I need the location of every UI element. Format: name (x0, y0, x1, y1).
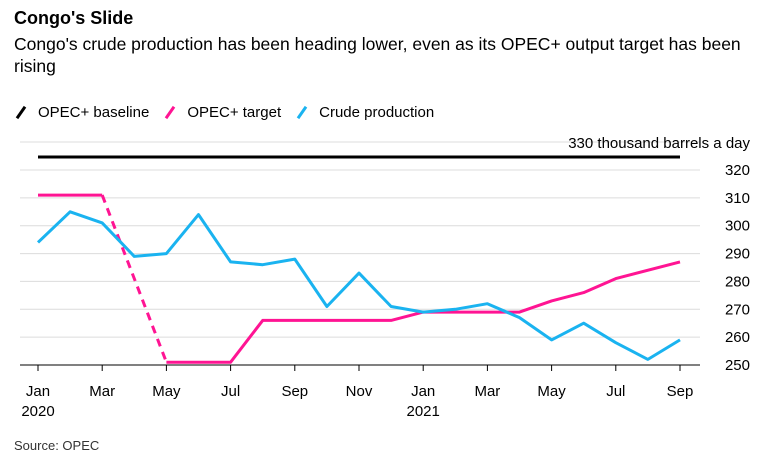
y-tick-label: 260 (725, 329, 750, 346)
legend-item-baseline: OPEC+ baseline (14, 104, 149, 121)
y-tick-label: 290 (725, 246, 750, 263)
target-series-line (166, 260, 681, 364)
y-tick-label: 320 (725, 162, 750, 179)
chart-subtitle: Congo's crude production has been headin… (14, 34, 741, 76)
x-tick-label: Jan (26, 383, 50, 400)
unit-label: 330 thousand barrels a day (568, 135, 750, 152)
x-tick-label: Sep (667, 383, 694, 400)
y-tick-label: 310 (725, 190, 750, 207)
y-tick-label: 270 (725, 301, 750, 318)
x-tick-label: Mar (474, 383, 500, 400)
y-tick-label: 280 (725, 273, 750, 290)
x-year-label: 2020 (21, 403, 54, 420)
chart-title: Congo's Slide (14, 8, 134, 28)
x-tick-label: May (537, 383, 566, 400)
legend: OPEC+ baseline OPEC+ target Crude produc… (14, 104, 448, 121)
x-tick-label: Jan (411, 383, 435, 400)
legend-label-production: Crude production (319, 104, 435, 121)
x-tick-label: Mar (89, 383, 115, 400)
x-tick-label: Sep (281, 383, 308, 400)
production-series-line (36, 210, 681, 361)
legend-label-target: OPEC+ target (187, 104, 282, 121)
y-tick-label: 250 (725, 357, 750, 374)
x-tick-label: Jul (221, 383, 240, 400)
x-tick-label: Jul (606, 383, 625, 400)
x-tick-label: Nov (346, 383, 373, 400)
y-tick-label: 300 (725, 218, 750, 235)
x-tick-label: May (152, 383, 181, 400)
legend-label-baseline: OPEC+ baseline (38, 104, 150, 121)
legend-item-production: Crude production (295, 104, 434, 121)
source-note: Source: OPEC (14, 438, 100, 453)
target-series-dashed-line (100, 194, 168, 363)
x-year-label: 2021 (407, 403, 440, 420)
legend-item-target: OPEC+ target (163, 104, 281, 121)
